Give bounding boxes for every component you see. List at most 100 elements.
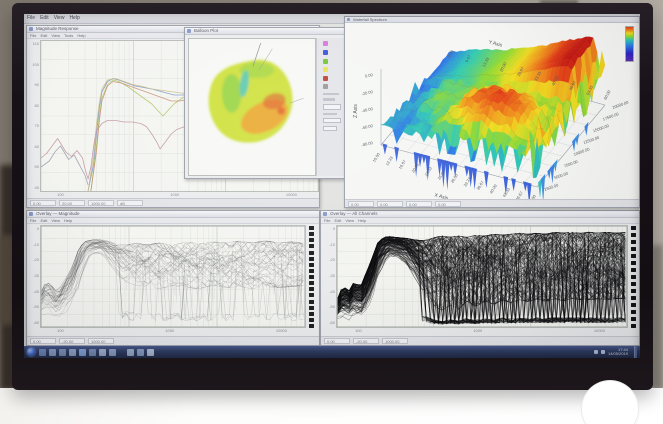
legend-chip[interactable] (323, 58, 328, 64)
legend-chip[interactable] (309, 268, 314, 273)
menu-item[interactable]: Edit (40, 32, 48, 38)
tick-label: -60 (33, 319, 39, 325)
taskbar-app-icon[interactable] (49, 348, 56, 356)
system-tray: 17:44 14/05/2019 (593, 346, 637, 358)
menu-item[interactable]: File (30, 217, 37, 223)
legend-chip[interactable] (309, 262, 314, 267)
legend-chip[interactable] (309, 287, 314, 292)
taskbar-app-icon[interactable] (147, 348, 154, 356)
tick-label: -20 (33, 257, 39, 263)
legend-chip[interactable] (631, 233, 636, 237)
legend-chip[interactable] (309, 256, 314, 261)
taskbar-app-icon[interactable] (89, 348, 96, 356)
legend-chip[interactable] (309, 293, 314, 298)
legend-chip[interactable] (631, 275, 636, 279)
taskbar-app-icon[interactable] (127, 348, 134, 356)
legend-chip[interactable] (631, 261, 636, 265)
svg-text:60.00: 60.00 (602, 89, 611, 101)
taskbar-app-icon[interactable] (79, 348, 86, 356)
menu-item[interactable]: View (51, 32, 60, 38)
legend-chip[interactable] (323, 84, 328, 89)
menu-item[interactable]: Edit (40, 15, 49, 21)
legend-chip[interactable] (309, 244, 314, 249)
panel-field[interactable] (323, 118, 341, 123)
menu-item[interactable]: View (345, 217, 354, 223)
start-button[interactable] (27, 348, 35, 356)
legend-chips[interactable] (323, 41, 347, 89)
x-axis-labels: 100 1000 10000 (57, 329, 287, 333)
legend-chip[interactable] (631, 247, 636, 251)
menu-item[interactable]: Tools (63, 32, 74, 38)
window-overlay-right-titlebar[interactable]: Overlay — All Channels (321, 211, 639, 218)
legend-chip[interactable] (309, 324, 314, 328)
menu-item[interactable]: File (27, 15, 36, 21)
panel-button[interactable] (323, 126, 337, 131)
legend-chip-column[interactable] (309, 226, 314, 328)
tray-icon[interactable] (600, 350, 605, 354)
taskbar-app-icon[interactable] (137, 348, 144, 356)
tick-label: 100 (355, 328, 362, 333)
tick-label: -30 (33, 272, 39, 278)
taskbar-app-icon[interactable] (99, 348, 106, 356)
taskbar-app-icon[interactable] (59, 348, 66, 356)
legend-chip[interactable] (631, 289, 636, 293)
legend-chip[interactable] (309, 226, 314, 230)
menu-item[interactable]: Edit (40, 217, 48, 223)
menu-item[interactable]: File (324, 217, 331, 223)
legend-chip[interactable] (631, 303, 636, 307)
legend-chip[interactable] (309, 232, 314, 237)
tick-label: -40 (33, 288, 39, 294)
legend-chip[interactable] (309, 311, 314, 316)
legend-chip[interactable] (309, 305, 314, 310)
legend-chip[interactable] (309, 250, 314, 255)
menu-item[interactable]: Help (357, 217, 367, 223)
svg-text:40.00: 40.00 (488, 183, 498, 195)
legend-chip[interactable] (631, 268, 636, 272)
legend-chip[interactable] (309, 299, 314, 304)
legend-chip[interactable] (323, 67, 328, 72)
legend-chip[interactable] (631, 254, 636, 258)
legend-chip[interactable] (309, 317, 314, 322)
window-magnitude-titlebar[interactable]: Magnitude Response (27, 26, 319, 33)
legend-chip[interactable] (323, 41, 328, 46)
tray-icon[interactable] (593, 350, 598, 354)
window-overlay-left-titlebar[interactable]: Overlay — Magnitude (27, 211, 319, 218)
window-waterfall-titlebar[interactable]: Waterfall Spectrum (345, 17, 639, 23)
legend-chip[interactable] (631, 282, 636, 286)
menu-item[interactable]: Help (63, 217, 73, 223)
menu-item[interactable]: Help (69, 15, 80, 21)
legend-chip[interactable] (631, 226, 636, 230)
panel-dropdown[interactable] (323, 103, 341, 110)
legend-chip[interactable] (309, 275, 314, 279)
legend-chip[interactable] (631, 310, 636, 314)
window-overlay-right: Overlay — All Channels File Edit View Help … (320, 210, 640, 346)
legend-chip[interactable] (631, 296, 636, 300)
status-field: 0.00 (30, 338, 56, 344)
menu-item[interactable]: View (53, 15, 65, 21)
legend-chip[interactable] (631, 240, 636, 244)
taskbar-app-icon[interactable] (39, 348, 46, 356)
window-balloon-titlebar[interactable]: Balloon Plot (185, 28, 347, 35)
menu-item[interactable]: View (51, 217, 60, 223)
menu-item[interactable]: Help (77, 32, 86, 38)
legend-chip[interactable] (309, 281, 314, 286)
svg-text:43.33: 43.33 (501, 186, 511, 198)
legend-chip[interactable] (631, 317, 636, 321)
taskbar-app-icon[interactable] (109, 348, 116, 356)
window-overlay-right-menu: File Edit View Help (321, 218, 639, 224)
svg-text:-20.00: -20.00 (361, 89, 374, 96)
window-magnitude-menu: File Edit View Tools Help (27, 33, 319, 39)
taskbar-app-icon[interactable] (69, 348, 76, 356)
tick-label: -10 (33, 241, 39, 247)
menu-item[interactable]: File (30, 32, 37, 38)
legend-chip-column[interactable] (631, 226, 636, 328)
taskbar-clock[interactable]: 17:44 14/05/2019 (608, 348, 628, 356)
legend-chip[interactable] (323, 75, 328, 81)
legend-chip[interactable] (631, 324, 636, 328)
show-desktop-button[interactable] (634, 346, 637, 358)
legend-chip[interactable] (309, 238, 314, 243)
status-field: 0.00 (377, 200, 403, 207)
legend-chip[interactable] (323, 49, 328, 55)
menu-item[interactable]: Edit (334, 217, 342, 223)
window-icon (29, 27, 33, 31)
